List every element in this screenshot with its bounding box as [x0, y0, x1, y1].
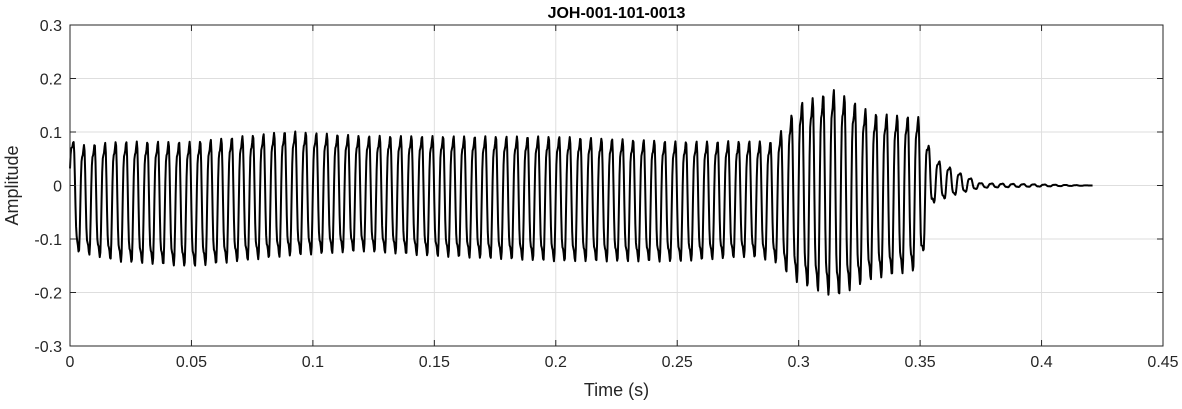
x-tick-labels: 0 0.05 0.1 0.15 0.2 0.25 0.3 0.35 0.4 0.45	[66, 354, 1179, 371]
x-tick-label: 0.05	[176, 354, 207, 371]
y-tick-label: -0.2	[34, 286, 62, 303]
chart-title: JOH-001-101-0013	[548, 5, 686, 22]
y-tick-label: 0.2	[40, 72, 62, 89]
x-tick-label: 0.4	[1030, 354, 1052, 371]
x-tick-label: 0.3	[788, 354, 810, 371]
y-tick-label: -0.1	[34, 232, 62, 249]
y-tick-label: 0.3	[40, 18, 62, 35]
waveform-series	[69, 89, 1093, 296]
y-axis-label: Amplitude	[2, 145, 22, 225]
tick-marks	[69, 24, 1164, 347]
y-tick-label: -0.3	[34, 339, 62, 356]
x-tick-label: 0	[66, 354, 75, 371]
y-tick-label: 0	[53, 179, 62, 196]
x-tick-label: 0.25	[662, 354, 693, 371]
x-axis-label: Time (s)	[584, 380, 649, 400]
y-tick-labels: -0.3 -0.2 -0.1 0 0.1 0.2 0.3	[34, 18, 62, 356]
x-tick-label: 0.45	[1147, 354, 1178, 371]
x-tick-label: 0.15	[419, 354, 450, 371]
x-tick-label: 0.35	[905, 354, 936, 371]
x-tick-label: 0.2	[545, 354, 567, 371]
x-tick-label: 0.1	[302, 354, 324, 371]
y-tick-label: 0.1	[40, 125, 62, 142]
